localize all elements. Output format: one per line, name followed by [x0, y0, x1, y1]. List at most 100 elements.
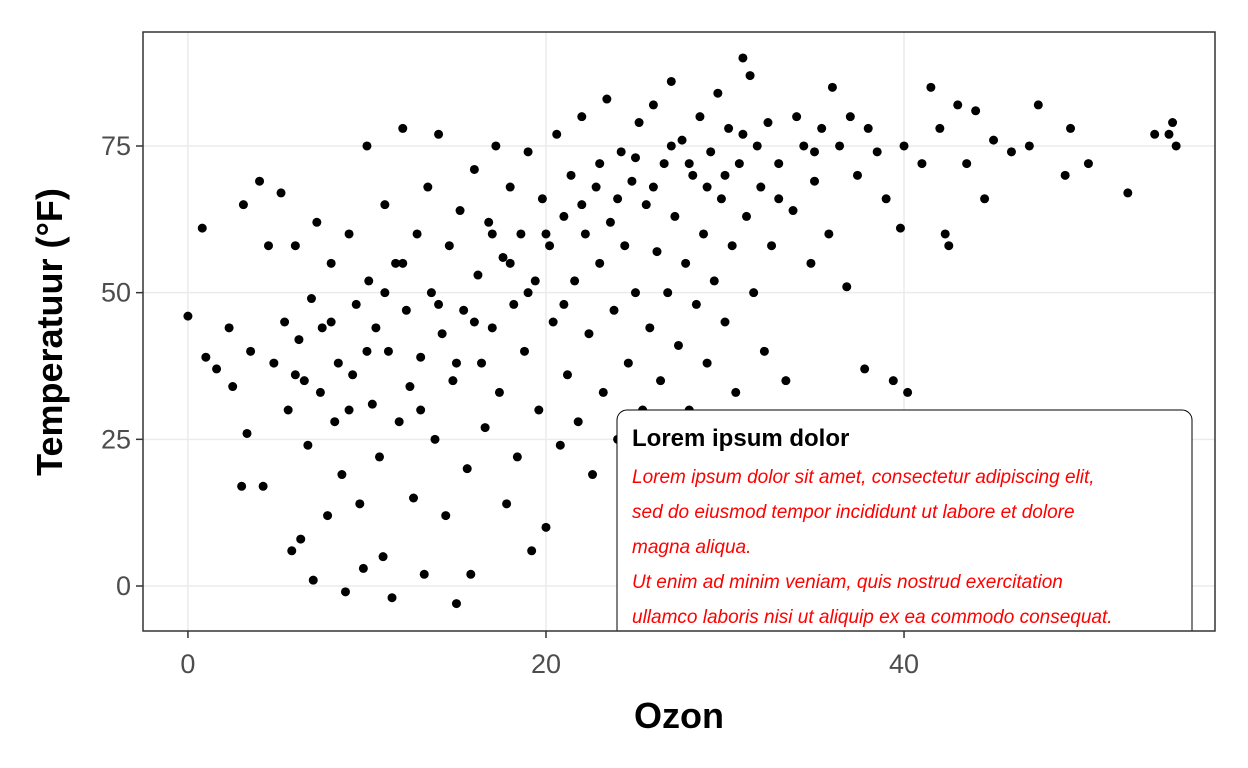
point: [555, 440, 565, 450]
point: [530, 276, 540, 286]
point: [792, 112, 802, 122]
point: [351, 299, 361, 309]
point: [713, 88, 723, 98]
point: [616, 147, 626, 157]
point: [437, 329, 447, 339]
point: [358, 563, 368, 573]
point: [695, 112, 705, 122]
point: [971, 106, 981, 116]
annotation-title: Lorem ipsum dolor: [632, 425, 849, 452]
point: [419, 569, 429, 579]
point: [364, 276, 374, 286]
point: [326, 258, 336, 268]
point: [441, 511, 451, 521]
x-tick-label: 0: [180, 649, 195, 679]
point: [580, 229, 590, 239]
point: [940, 229, 950, 239]
point: [559, 299, 569, 309]
point: [788, 206, 798, 216]
point: [294, 335, 304, 345]
point: [720, 170, 730, 180]
point: [648, 182, 658, 192]
annotation-line: sed do eiusmod tempor incididunt ut labo…: [632, 502, 1075, 523]
point: [412, 229, 422, 239]
points: [183, 53, 1181, 609]
point: [656, 376, 666, 386]
point: [953, 100, 963, 110]
point: [810, 147, 820, 157]
point: [817, 123, 827, 133]
x-tick-label: 40: [889, 649, 919, 679]
point: [380, 288, 390, 298]
point: [684, 159, 694, 169]
point: [935, 123, 945, 133]
point: [473, 270, 483, 280]
point: [502, 499, 512, 509]
point: [609, 305, 619, 315]
point: [598, 387, 608, 397]
point: [806, 258, 816, 268]
point: [480, 423, 490, 433]
point: [416, 352, 426, 362]
point: [741, 211, 751, 221]
point: [659, 159, 669, 169]
point: [620, 241, 630, 251]
point: [562, 370, 572, 380]
x-axis-title: Ozon: [634, 695, 724, 736]
point: [509, 299, 519, 309]
point: [212, 364, 222, 374]
point: [630, 153, 640, 163]
point: [1171, 141, 1181, 151]
point: [734, 159, 744, 169]
point: [430, 434, 440, 444]
point: [367, 399, 377, 409]
point: [577, 112, 587, 122]
point: [670, 211, 680, 221]
point: [299, 376, 309, 386]
point: [605, 217, 615, 227]
point: [573, 417, 583, 427]
point: [333, 358, 343, 368]
point: [303, 440, 313, 450]
point: [505, 258, 515, 268]
point: [477, 358, 487, 368]
point: [523, 288, 533, 298]
point: [398, 123, 408, 133]
point: [237, 481, 247, 491]
point: [1006, 147, 1016, 157]
point: [426, 288, 436, 298]
point: [623, 358, 633, 368]
point: [688, 170, 698, 180]
point: [881, 194, 891, 204]
point: [917, 159, 927, 169]
point: [348, 370, 358, 380]
point: [505, 182, 515, 192]
y-tick-label: 75: [101, 131, 131, 161]
point: [344, 229, 354, 239]
point: [872, 147, 882, 157]
point: [462, 464, 472, 474]
point: [1164, 129, 1174, 139]
point: [451, 358, 461, 368]
point: [534, 405, 544, 415]
y-tick-label: 50: [101, 278, 131, 308]
point: [781, 376, 791, 386]
point: [371, 323, 381, 333]
point: [287, 546, 297, 556]
point: [709, 276, 719, 286]
point: [1150, 129, 1160, 139]
point: [652, 247, 662, 257]
point: [228, 382, 238, 392]
point: [1066, 123, 1076, 133]
point: [584, 329, 594, 339]
point: [380, 200, 390, 210]
point: [691, 299, 701, 309]
point: [702, 358, 712, 368]
point: [852, 170, 862, 180]
y-tick-label: 25: [101, 424, 131, 454]
point: [183, 311, 193, 321]
point: [888, 376, 898, 386]
point: [394, 417, 404, 427]
y-tick-label: 0: [116, 571, 131, 601]
point: [595, 258, 605, 268]
